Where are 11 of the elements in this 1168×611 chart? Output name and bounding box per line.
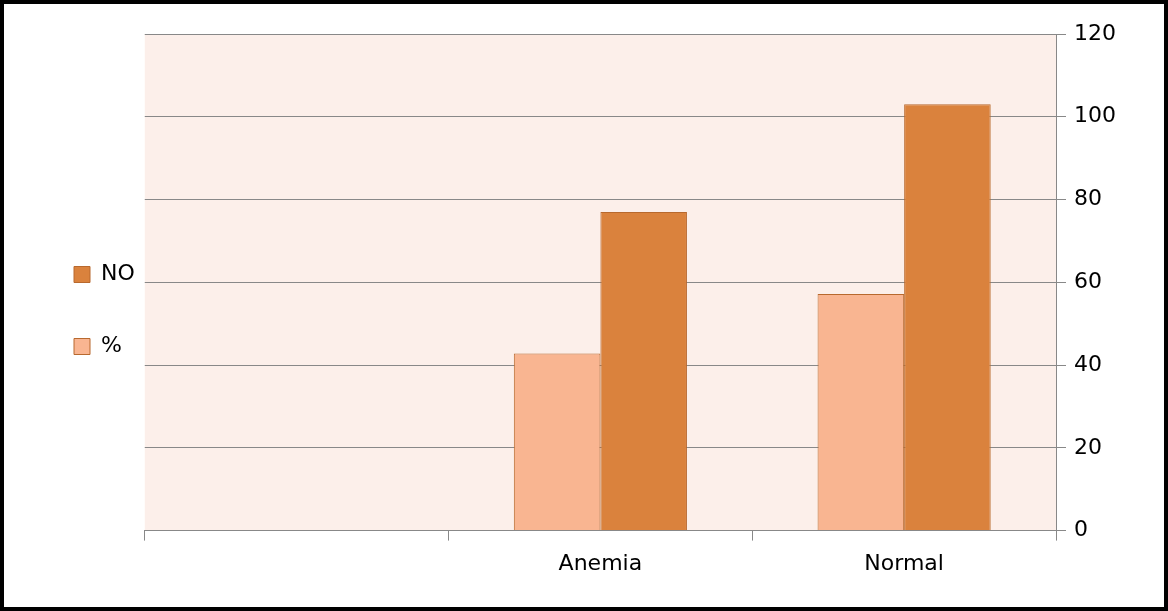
y-tick-label: 60 — [1074, 268, 1103, 294]
legend-label: % — [101, 332, 122, 358]
y-tick-label: 40 — [1074, 350, 1103, 376]
y-tick-label: 20 — [1074, 433, 1103, 459]
y-tick-label: 120 — [1074, 19, 1117, 45]
x-tick-label: Anemia — [558, 549, 643, 575]
y-tick-label: 100 — [1074, 102, 1117, 128]
legend-label: NO — [101, 260, 135, 286]
y-tick-label: 0 — [1074, 516, 1089, 542]
x-tick-label: Normal — [864, 549, 944, 575]
y-tick-label: 80 — [1074, 185, 1103, 211]
